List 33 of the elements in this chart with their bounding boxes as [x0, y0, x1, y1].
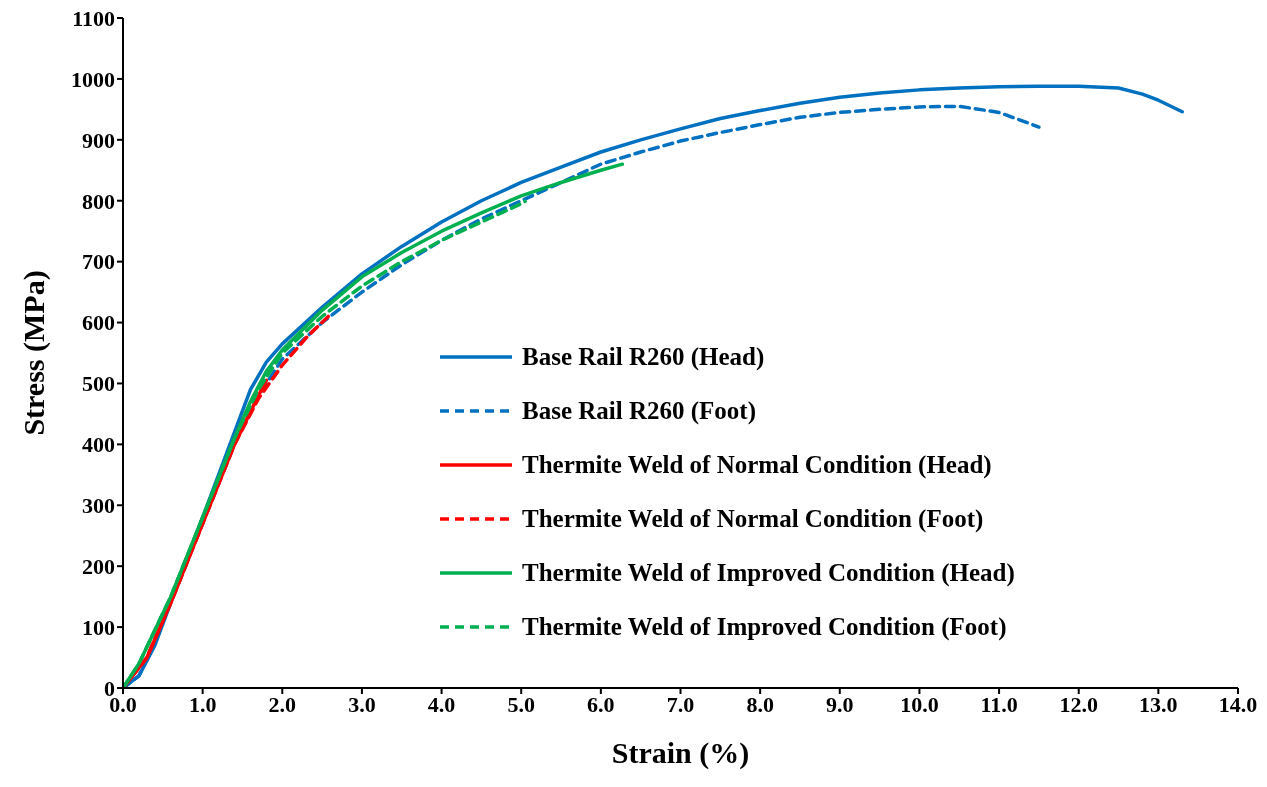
- legend-label: Thermite Weld of Improved Condition (Foot): [522, 613, 1007, 641]
- y-tick-label: 100: [82, 614, 115, 640]
- legend-label: Base Rail R260 (Foot): [522, 397, 756, 425]
- legend-label: Thermite Weld of Normal Condition (Foot): [522, 505, 984, 533]
- x-tick-label: 6.0: [587, 691, 615, 717]
- y-tick-label: 900: [82, 127, 115, 153]
- x-axis-title: Strain (%): [611, 736, 750, 770]
- y-tick-label: 1000: [71, 66, 115, 92]
- x-tick-label: 5.0: [507, 691, 535, 717]
- x-tick-label: 1.0: [188, 691, 217, 717]
- y-tick-label: 400: [82, 432, 115, 458]
- x-tick-label: 7.0: [666, 691, 695, 717]
- y-axis-title: Stress (MPa): [16, 270, 51, 436]
- y-tick-label: 200: [82, 553, 115, 579]
- x-tick-label: 3.0: [348, 691, 376, 717]
- x-tick-label: 13.0: [1139, 691, 1178, 717]
- x-tick-label: 4.0: [427, 691, 456, 717]
- x-tick-label: 2.0: [268, 691, 297, 717]
- y-tick-label: 600: [82, 310, 115, 336]
- y-tick-label: 700: [82, 249, 115, 275]
- legend-label: Thermite Weld of Normal Condition (Head): [522, 451, 992, 479]
- x-tick-label: 9.0: [826, 691, 854, 717]
- legend-label: Thermite Weld of Improved Condition (Head): [522, 559, 1015, 587]
- x-tick-label: 10.0: [900, 691, 939, 717]
- x-tick-label: 8.0: [746, 691, 774, 717]
- y-tick-label: 500: [82, 371, 115, 397]
- legend-label: Base Rail R260 (Head): [522, 343, 765, 371]
- y-tick-label: 800: [82, 188, 115, 214]
- y-tick-label: 300: [82, 493, 115, 519]
- x-tick-label: 12.0: [1059, 691, 1098, 717]
- x-tick-label: 11.0: [980, 691, 1018, 717]
- y-tick-label: 1100: [72, 5, 115, 31]
- x-tick-label: 14.0: [1218, 691, 1258, 717]
